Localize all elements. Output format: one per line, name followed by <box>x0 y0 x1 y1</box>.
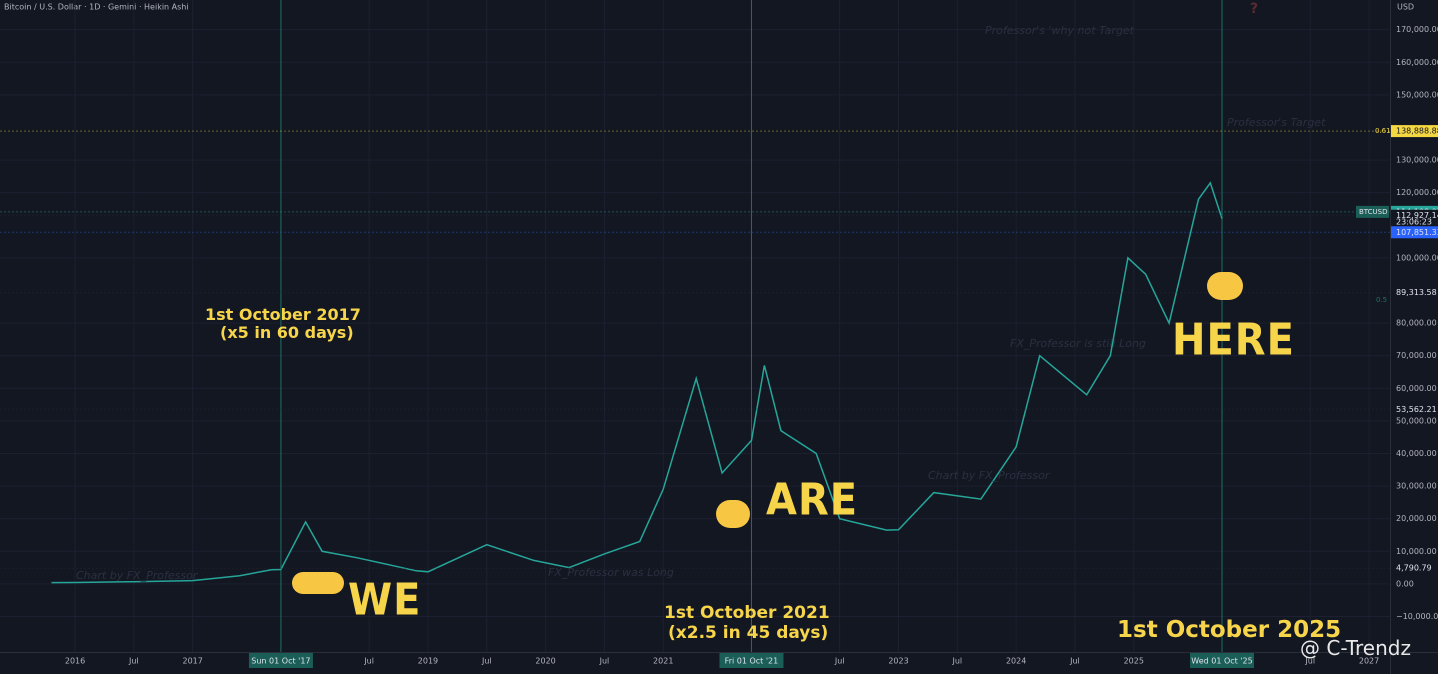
price-label: 89,313.58 <box>1396 288 1437 297</box>
y-tick-label: 100,000.00 <box>1396 253 1438 262</box>
annotation: (x5 in 60 days) <box>220 323 354 342</box>
annotation: ARE <box>766 474 859 526</box>
date-label: Fri 01 Oct '21 <box>725 657 779 666</box>
x-tick-label: 2027 <box>1359 657 1379 666</box>
y-tick-label: 50,000.00 <box>1396 416 1437 425</box>
x-tick-label: Jul <box>1304 657 1315 666</box>
x-tick-label: Jul <box>128 657 139 666</box>
x-tick-label: 2024 <box>1006 657 1026 666</box>
x-tick-label: Jul <box>1069 657 1080 666</box>
x-tick-label: 2021 <box>653 657 673 666</box>
annotation: WE <box>348 574 422 626</box>
y-tick-label: 80,000.00 <box>1396 319 1437 328</box>
y-tick-label: 20,000.00 <box>1396 514 1437 523</box>
symbol-label: BTCUSD <box>1359 208 1388 216</box>
annotation: 1st October 2017 <box>205 305 361 324</box>
annotation: 1st October 2021 <box>664 603 830 623</box>
annotation: ? <box>1250 1 1259 17</box>
note: Professor's Target <box>1227 116 1326 129</box>
x-tick-label: Jul <box>599 657 610 666</box>
price-label: 107,851.33 <box>1396 228 1438 237</box>
date-label-bg <box>719 653 784 668</box>
x-tick-label: 2017 <box>183 657 203 666</box>
pointing-hand <box>1207 272 1243 300</box>
date-label-bg <box>1190 653 1255 668</box>
date-label: Wed 01 Oct '25 <box>1191 657 1252 666</box>
x-tick-label: 2019 <box>418 657 438 666</box>
note: Professor's 'why not Target <box>985 24 1134 37</box>
y-tick-label: 70,000.00 <box>1396 351 1437 360</box>
y-tick-label: 60,000.00 <box>1396 384 1437 393</box>
price-label: 53,562.21 <box>1396 405 1437 414</box>
x-tick-label: Jul <box>363 657 374 666</box>
x-tick-label: Jul <box>834 657 845 666</box>
note: FX_Professor is still Long <box>1010 337 1146 350</box>
date-label-bg <box>248 653 313 668</box>
price-label-bg <box>1391 226 1438 239</box>
pointing-hand <box>292 572 344 594</box>
y-tick-label: 0.00 <box>1396 579 1414 588</box>
fib-label: 0.5 <box>1376 296 1387 304</box>
x-tick-label: 2016 <box>65 657 85 666</box>
y-tick-label: 170,000.00 <box>1396 25 1438 34</box>
price-label-bg <box>1391 562 1438 575</box>
y-tick-label: 160,000.00 <box>1396 58 1438 67</box>
y-tick-label: 30,000.00 <box>1396 482 1437 491</box>
price-line <box>51 181 1223 584</box>
pointing-hand <box>716 500 750 528</box>
x-tick-label: Jul <box>481 657 492 666</box>
price-label: 4,790.79 <box>1396 564 1432 573</box>
note: Chart by FX_Professor <box>928 469 1050 482</box>
price-label-bg <box>1391 403 1438 416</box>
y-tick-label: 120,000.00 <box>1396 188 1438 197</box>
price-label-bg <box>1391 286 1438 299</box>
countdown: 23:06:23 <box>1396 217 1432 226</box>
symbol-bg <box>1356 205 1389 218</box>
plot-bg <box>0 0 1390 652</box>
x-tick-label: 2025 <box>1124 657 1144 666</box>
x-tick-label: 2020 <box>535 657 555 666</box>
note: FX_Professor was Long <box>548 566 674 579</box>
price-label-bg <box>1391 125 1438 138</box>
note: Chart by FX_Professor <box>76 569 198 582</box>
y-tick-label: 40,000.00 <box>1396 449 1437 458</box>
annotation: (x2.5 in 45 days) <box>668 623 829 643</box>
watermark: @ C-Trendz <box>1300 636 1411 660</box>
price-label: 138,888.88 <box>1396 127 1438 136</box>
annotation: 1st October 2025 <box>1117 617 1342 643</box>
currency: USD <box>1397 3 1414 12</box>
x-tick-label: Jul <box>952 657 963 666</box>
symbol-title: Bitcoin / U.S. Dollar · 1D · Gemini · He… <box>4 3 189 12</box>
y-tick-label: 150,000.00 <box>1396 90 1438 99</box>
annotation: HERE <box>1172 314 1295 366</box>
y-tick-label: 10,000.00 <box>1396 547 1437 556</box>
fib-label: 0.61 <box>1375 127 1391 135</box>
price-label: 112,927.14 <box>1396 211 1438 220</box>
date-label: Sun 01 Oct '17 <box>251 657 310 666</box>
price-label-bg <box>1391 209 1438 222</box>
y-tick-label: 130,000.00 <box>1396 156 1438 165</box>
x-tick-label: 2023 <box>888 657 908 666</box>
y-tick-label: −10,000.00 <box>1396 612 1438 621</box>
